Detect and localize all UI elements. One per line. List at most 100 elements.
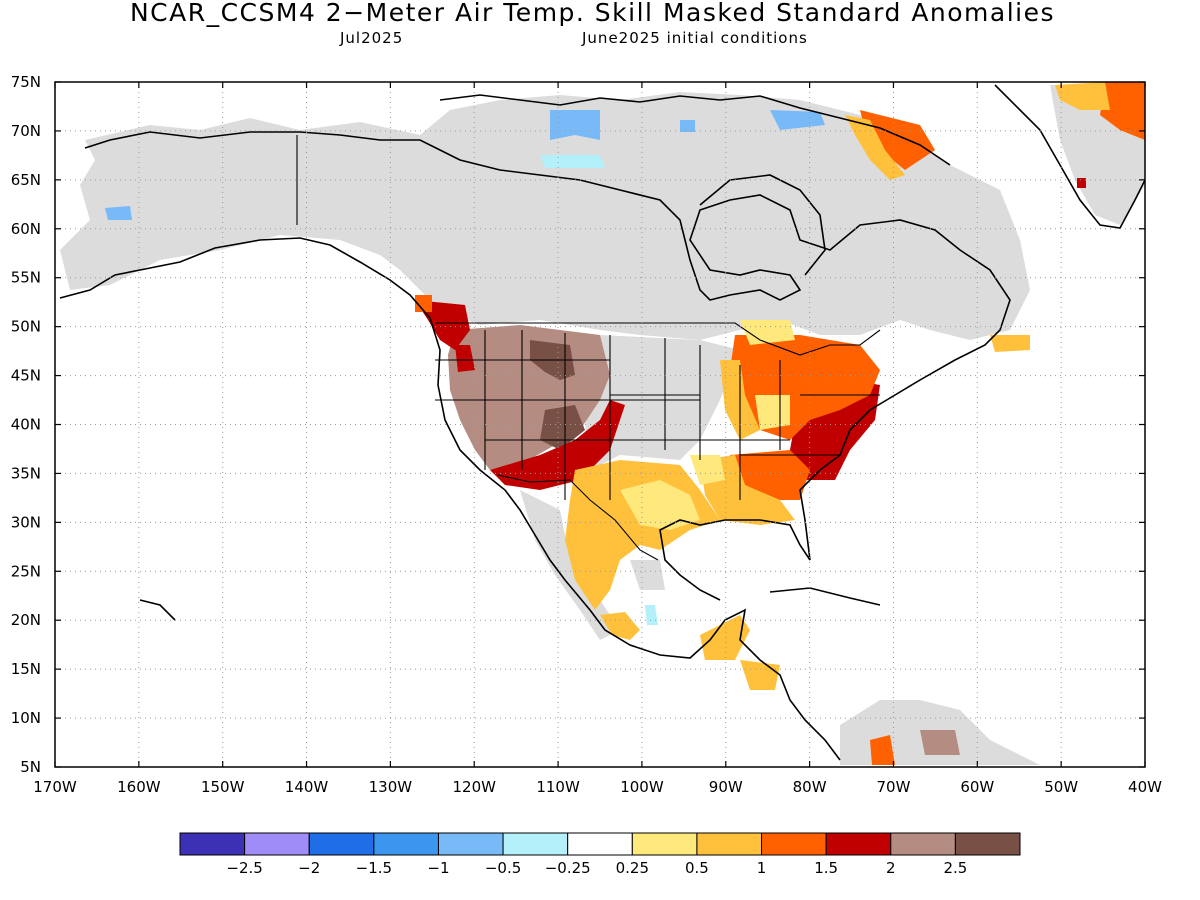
anomaly-arctic-blue-3	[680, 120, 695, 132]
border-us-canada	[435, 322, 881, 356]
lat-label: 5N	[20, 758, 41, 776]
lat-label: 60N	[11, 220, 41, 238]
lon-label: 140W	[285, 778, 329, 796]
lon-label: 100W	[620, 778, 664, 796]
colorbar: −2.5 −2 −1.5 −1 −0.5 −0.25 0.25 0.5 1 1.5 2 2.5	[179, 832, 1021, 877]
lon-label: 70W	[877, 778, 911, 796]
colorbar-swatch	[244, 832, 310, 856]
latitude-axis: 75N 70N 65N 60N 55N 50N 45N 40N 35N 30N 25N 20N 15N 1…	[11, 73, 1145, 776]
lon-label: 130W	[369, 778, 413, 796]
coastline-arctic-islands	[439, 94, 951, 166]
lon-label: 80W	[793, 778, 827, 796]
longitude-axis: 170W 160W 150W 140W 130W 120W 110W 100W 90W 80W 70…	[33, 82, 1162, 796]
lat-label: 30N	[11, 513, 41, 531]
lat-label: 55N	[11, 269, 41, 287]
lon-label: 110W	[536, 778, 580, 796]
lat-label: 15N	[11, 660, 41, 678]
colorbar-label: 0.25	[616, 859, 649, 877]
coastlines	[59, 84, 1145, 761]
anomaly-mexico-lorange	[600, 612, 640, 640]
anomaly-west-red	[415, 300, 470, 350]
colorbar-label: −2.5	[226, 859, 262, 877]
anomaly-mexico-lblue	[645, 605, 658, 625]
colorbar-swatch	[373, 832, 439, 856]
forecast-month: Jul2025	[340, 29, 404, 47]
coastline-hawaii	[139, 599, 176, 621]
graticule	[55, 82, 1145, 767]
anomaly-greenland-lorange	[1055, 82, 1110, 110]
border-us-mexico	[497, 474, 659, 561]
masked-region-gulf	[630, 560, 665, 590]
lon-label: 90W	[709, 778, 743, 796]
lon-label: 160W	[117, 778, 161, 796]
masked-region-north	[60, 92, 1030, 340]
anomaly-texas-yellow	[620, 480, 700, 530]
anomaly-bc-orange	[415, 295, 432, 312]
anomaly-utah-dark-brown	[540, 405, 585, 450]
anomaly-labrador-orange	[860, 110, 935, 170]
anomaly-greenland-red-spot	[1077, 178, 1086, 188]
anomaly-ohio-yellow	[755, 395, 790, 430]
map-title: NCAR_CCSM4 2−Meter Air Temp. Skill Maske…	[129, 0, 1056, 27]
anomaly-newfoundland-lorange	[990, 335, 1030, 352]
colorbar-label: 2	[886, 859, 896, 877]
coastline-north-america	[59, 131, 1011, 761]
anomaly-colombia-orange	[870, 735, 895, 765]
colorbar-swatch	[954, 832, 1021, 856]
colorbar-label: −1.5	[356, 859, 392, 877]
lat-label: 70N	[11, 122, 41, 140]
anomaly-arctic-blue	[550, 110, 600, 140]
lon-label: 60W	[960, 778, 994, 796]
anomaly-arctic-blue-2	[770, 110, 825, 130]
anomaly-sa-brown	[920, 730, 960, 755]
colorbar-label: −1	[427, 859, 449, 877]
lon-label: 40W	[1128, 778, 1162, 796]
lat-label: 65N	[11, 171, 41, 189]
colorbar-swatch	[179, 832, 246, 856]
colorbar-swatch	[696, 832, 763, 856]
anomaly-greenland-orange	[1100, 82, 1145, 140]
lon-label: 150W	[201, 778, 245, 796]
masked-region-plains	[585, 335, 740, 470]
colorbar-label: 1	[757, 859, 767, 877]
political-borders	[296, 135, 881, 561]
lat-label: 50N	[11, 318, 41, 336]
lat-label: 45N	[11, 367, 41, 385]
colorbar-label: −2	[298, 859, 320, 877]
initial-conditions: June2025 initial conditions	[582, 29, 808, 47]
colorbar-label: 0.5	[685, 859, 709, 877]
lon-label: 120W	[452, 778, 496, 796]
lat-label: 75N	[11, 73, 41, 91]
colorbar-swatch	[890, 832, 956, 856]
coastline-greenland	[994, 84, 1145, 229]
lon-label: 50W	[1044, 778, 1078, 796]
anomaly-arctic-lblue	[540, 155, 605, 168]
lat-label: 35N	[11, 464, 41, 482]
colorbar-swatch	[308, 832, 375, 856]
colorbar-swatch	[761, 832, 827, 856]
anomaly-alaska-blue	[105, 206, 132, 220]
anomaly-gulfcoast-yellow	[690, 455, 725, 485]
colorbar-swatch	[631, 832, 698, 856]
lat-label: 10N	[11, 709, 41, 727]
colorbar-swatch	[567, 832, 633, 856]
colorbar-label: 1.5	[814, 859, 838, 877]
anomaly-field	[60, 82, 1145, 765]
anomaly-lakes-yellow	[740, 320, 795, 345]
colorbar-label: −0.25	[545, 859, 591, 877]
anomaly-nw-red	[455, 345, 475, 372]
lat-label: 25N	[11, 562, 41, 580]
lat-label: 40N	[11, 416, 41, 434]
lat-label: 20N	[11, 611, 41, 629]
border-states	[435, 330, 880, 500]
colorbar-label: −0.5	[485, 859, 521, 877]
colorbar-label: 2.5	[943, 859, 967, 877]
colorbar-swatch	[437, 832, 504, 856]
anomaly-centralamerica-lorange	[700, 615, 750, 660]
colorbar-swatch	[502, 832, 569, 856]
anomaly-southeast-lorange	[700, 455, 795, 525]
colorbar-swatch	[825, 832, 892, 856]
lon-label: 170W	[33, 778, 77, 796]
coastline-cuba	[769, 587, 881, 606]
